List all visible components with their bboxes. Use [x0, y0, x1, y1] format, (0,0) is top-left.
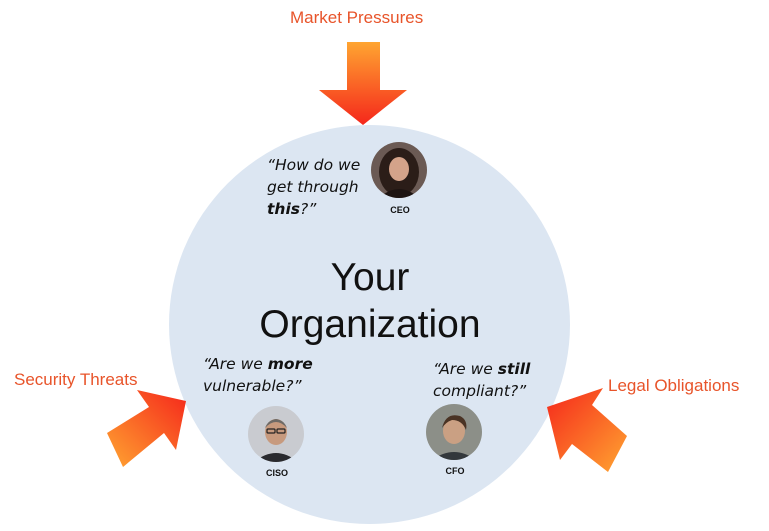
cfo-quote-line1: “Are we still [433, 358, 530, 380]
organization-circle [169, 125, 570, 524]
ceo-role: CEO [390, 205, 410, 215]
security-threats-label: Security Threats [14, 370, 138, 389]
ciso-quote-line2: vulnerable?” [203, 377, 302, 395]
organization-title-line1: Your [330, 256, 410, 299]
ceo-quote-line1: “How do we [267, 156, 361, 174]
ciso-quote-emphasis: more [267, 355, 313, 373]
ciso-quote-start: “Are we [203, 355, 268, 373]
cfo-quote-emphasis: still [497, 360, 531, 378]
legal-obligations-arrow [547, 388, 627, 472]
ciso-avatar [248, 406, 304, 462]
cfo-quote: “Are we still compliant?” [433, 358, 530, 402]
legal-obligations-label: Legal Obligations [608, 376, 740, 395]
market-pressures-label: Market Pressures [290, 8, 424, 27]
ciso-role: CISO [265, 468, 288, 478]
organization-title-line2: Organization [259, 303, 481, 346]
cfo-avatar [426, 404, 482, 460]
cfo-quote-line2: compliant?” [433, 382, 527, 400]
cfo-role: CFO [445, 466, 465, 476]
ceo-avatar [371, 142, 427, 198]
cfo-quote-start: “Are we [433, 360, 498, 378]
ceo-quote: “How do we get through this?” [267, 154, 360, 220]
security-threats-arrow [107, 390, 186, 467]
ceo-quote-end: ?” [299, 200, 317, 218]
ceo-quote-emphasis: this [267, 200, 300, 218]
ceo-quote-line3: this?” [267, 198, 360, 220]
ciso-quote: “Are we more vulnerable?” [203, 353, 313, 397]
market-pressures-arrow [319, 42, 407, 125]
ceo-quote-line2: get through [267, 178, 359, 196]
ciso-quote-line1: “Are we more [203, 353, 313, 375]
